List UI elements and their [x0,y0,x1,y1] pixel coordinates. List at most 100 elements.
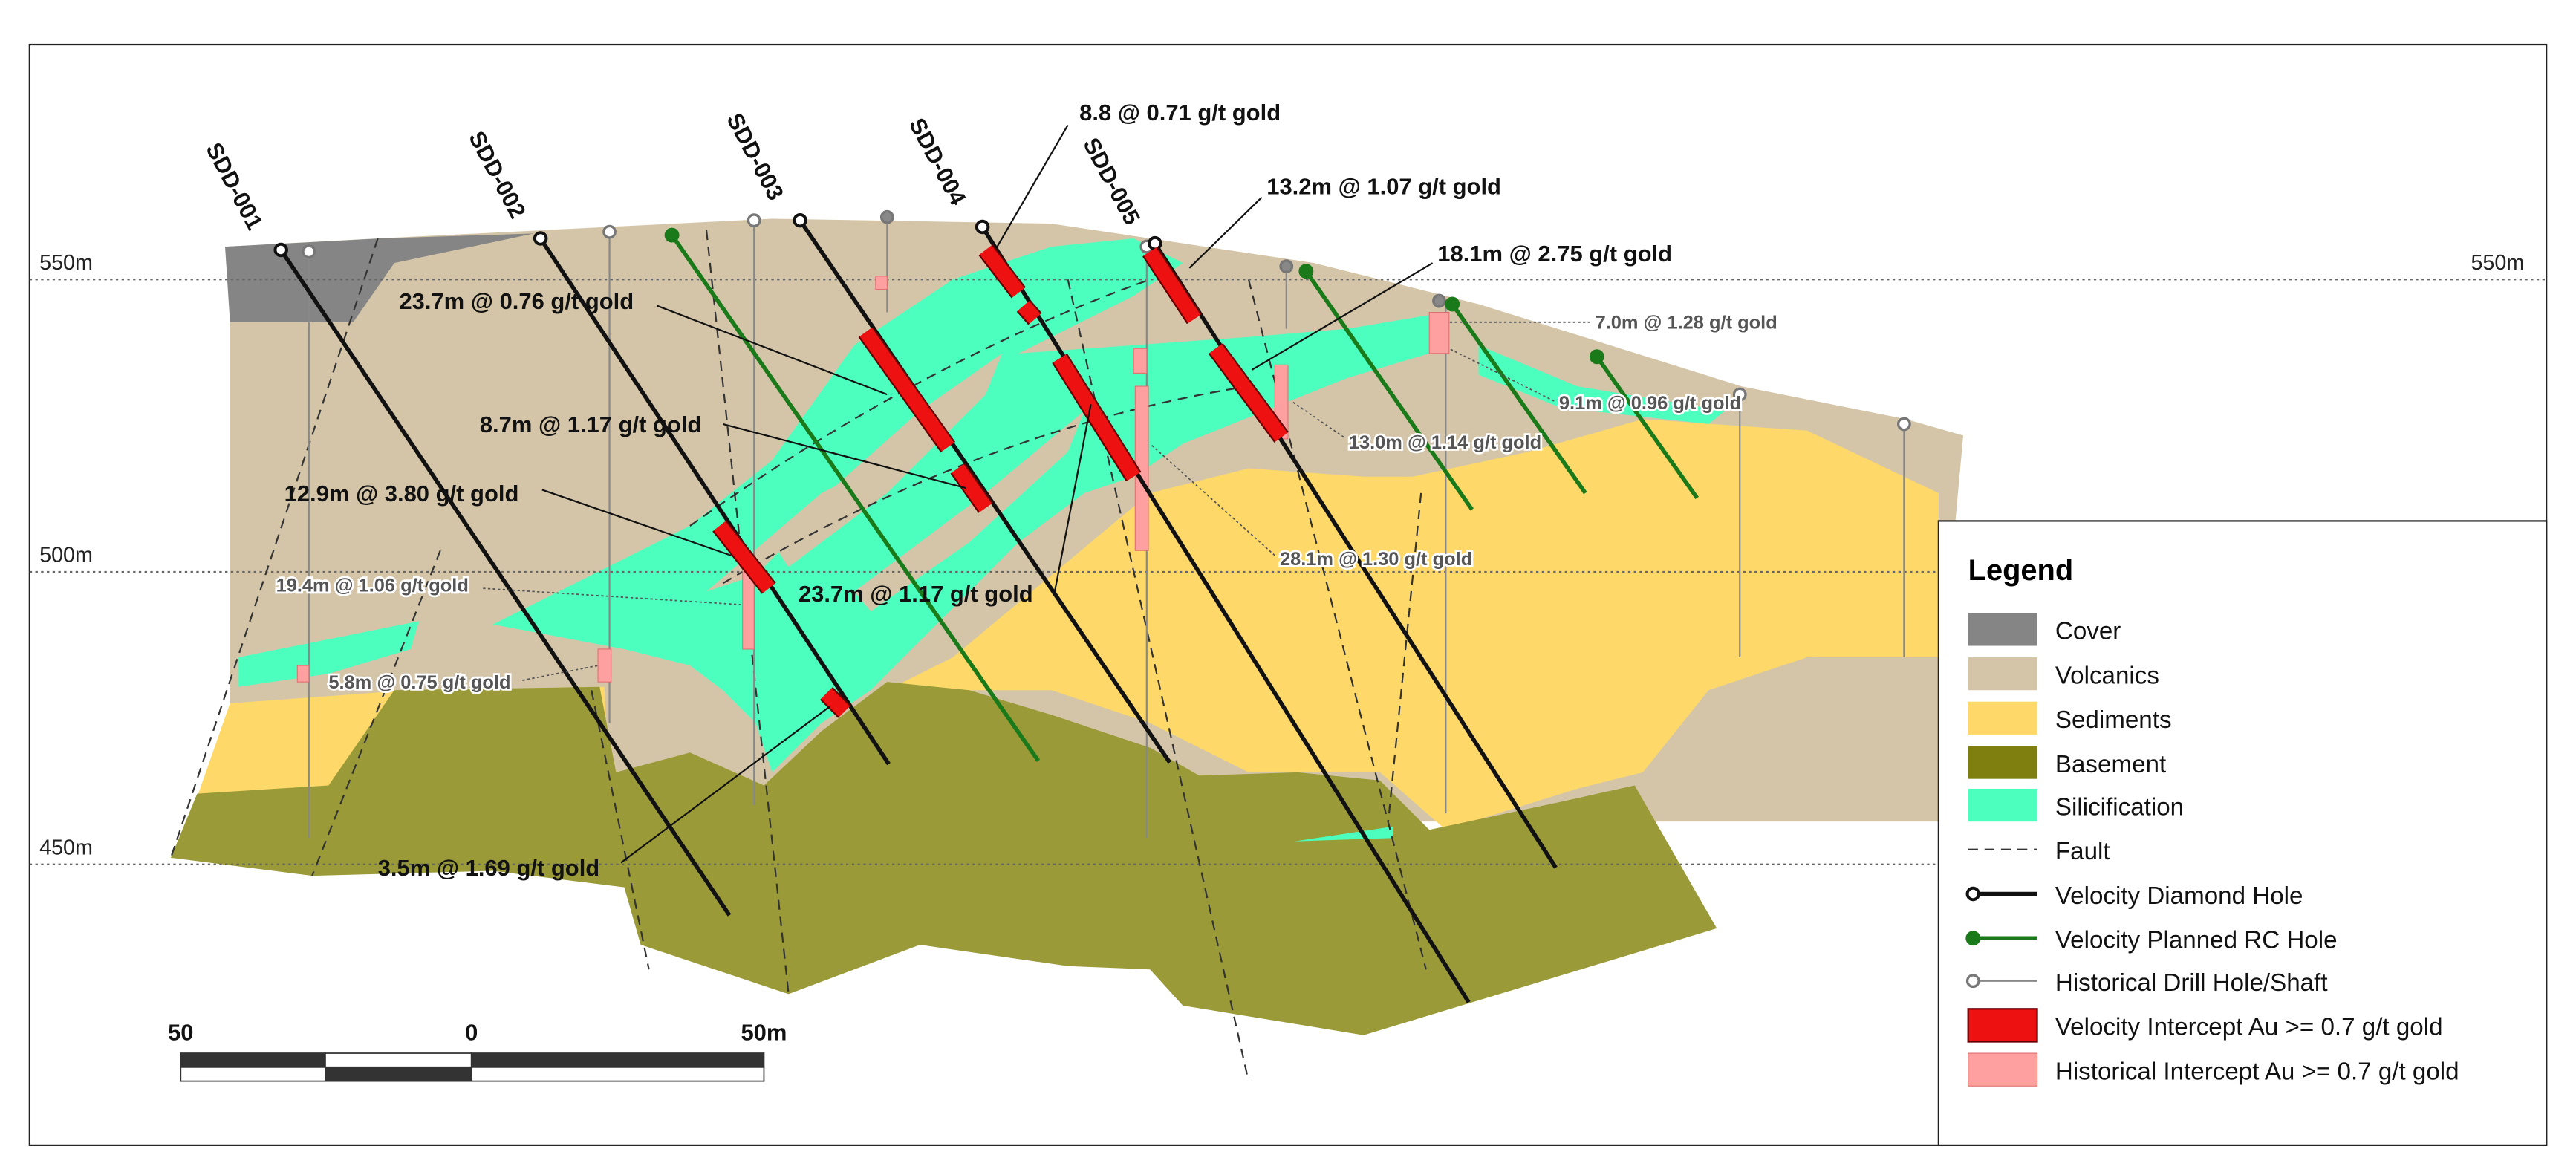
diamond-collars [273,212,1162,258]
intercept [821,688,850,717]
scale-label: 0 [465,1019,478,1045]
intercept-label: 13.2m @ 1.07 g/t gold [1266,173,1501,199]
leader [1251,262,1434,371]
legend-title: Legend [1968,554,2074,587]
collar [747,213,761,228]
cover [225,233,534,322]
rc-hole [1595,355,1699,500]
legend-label: Cover [2055,618,2121,645]
legend-swatch [1965,931,1981,946]
intercept [1143,247,1201,323]
scale-segment [470,1052,765,1068]
collar [602,224,617,239]
leader [483,588,743,606]
historical-label: 5.8m @ 0.75 g/t gold [328,672,510,693]
scale-label: 50m [741,1019,787,1045]
intercept-label: 23.7m @ 1.17 g/t gold [799,581,1033,607]
rc-collars [664,227,1604,365]
legend-label: Velocity Diamond Hole [2055,882,2303,910]
rc-holes [670,234,1699,762]
collar [793,212,807,228]
historical-label: 9.1m @ 0.96 g/t gold [1559,393,1741,414]
collar [1298,264,1314,279]
collar [302,244,316,259]
fault [169,238,379,859]
legend-swatch [1968,613,2037,646]
leader [541,489,732,556]
lens [854,411,1084,612]
sediments [854,419,1939,830]
leaders [541,124,1434,864]
fault [311,550,441,876]
legend-swatch [1968,701,2037,735]
historical-intercept [875,276,888,290]
silica-band [238,621,419,687]
scale-segment [470,1066,765,1082]
historical-label: 7.0m @ 1.28 g/t gold [1596,313,1777,333]
intercept-label: 23.7m @ 0.76 g/t gold [399,288,634,314]
legend: Legend Cover Volcanics Sediments Basemen… [1937,520,2548,1146]
legend-swatch [1965,886,1981,902]
collar [273,242,288,258]
collar [1445,296,1460,312]
legend-label: Volcanics [2055,662,2159,689]
legend-swatch [1968,657,2037,691]
collar [1279,259,1294,274]
collar [1589,349,1604,365]
fault [591,690,650,970]
intercept [980,245,1025,298]
legend-label: Sediments [2055,706,2172,734]
historical-label: 28.1m @ 1.30 g/t gold [1280,549,1472,570]
historical-intercept [1133,348,1148,374]
collar [1897,417,1911,432]
velocity-intercepts [712,244,1289,718]
historical-label: 19.4m @ 1.06 g/t gold [276,576,469,596]
legend-label: Basement [2055,751,2166,778]
legend-label: Velocity Planned RC Hole [2055,926,2338,954]
intercept [859,328,954,452]
intercept-label: 3.5m @ 1.69 g/t gold [378,855,600,881]
elevation-label: 550m [2471,251,2524,275]
legend-box [1937,520,2548,1146]
silica-band [1478,345,1726,424]
leader [996,124,1069,247]
legend-label: Velocity Intercept Au >= 0.7 g/t gold [2055,1014,2443,1041]
diamond-hole [539,237,891,766]
scale-segment [325,1066,472,1082]
intercept-label: 8.7m @ 1.17 g/t gold [480,411,702,437]
collar [1732,387,1747,402]
legend-label: Silicification [2055,793,2184,821]
leader [657,305,888,396]
leader [1290,400,1344,438]
basement [171,682,1717,1035]
diamond-hole [279,248,732,917]
legend-label: Historical Intercept Au >= 0.7 g/t gold [2055,1058,2459,1085]
scale-label: 50 [168,1019,193,1045]
intercept [1053,354,1140,481]
historical-intercept [597,648,612,683]
leader [1149,443,1275,556]
intercept-label: 12.9m @ 3.80 g/t gold [284,481,519,507]
scale-segment [180,1066,326,1082]
fault [689,279,1151,527]
scale-segment [325,1052,472,1068]
legend-swatch [1968,1052,2038,1087]
historical-leaders [483,321,1590,681]
collar [1148,235,1162,251]
collar [1432,293,1446,308]
leader [1188,196,1263,269]
collar [664,227,680,243]
historical-label: 13.0m @ 1.14 g/t gold [1349,432,1541,453]
intercept [952,463,992,512]
leader [522,665,599,681]
leader [620,706,830,864]
rc-hole [1304,270,1474,511]
intercept-label: 8.8 @ 0.71 g/t gold [1079,100,1281,126]
leader [1053,404,1092,592]
intercept [1018,301,1041,324]
fault [722,385,1249,585]
legend-label: Historical Drill Hole/Shaft [2055,969,2328,997]
elevation-label: 550m [39,251,93,275]
intercept [1209,344,1288,442]
